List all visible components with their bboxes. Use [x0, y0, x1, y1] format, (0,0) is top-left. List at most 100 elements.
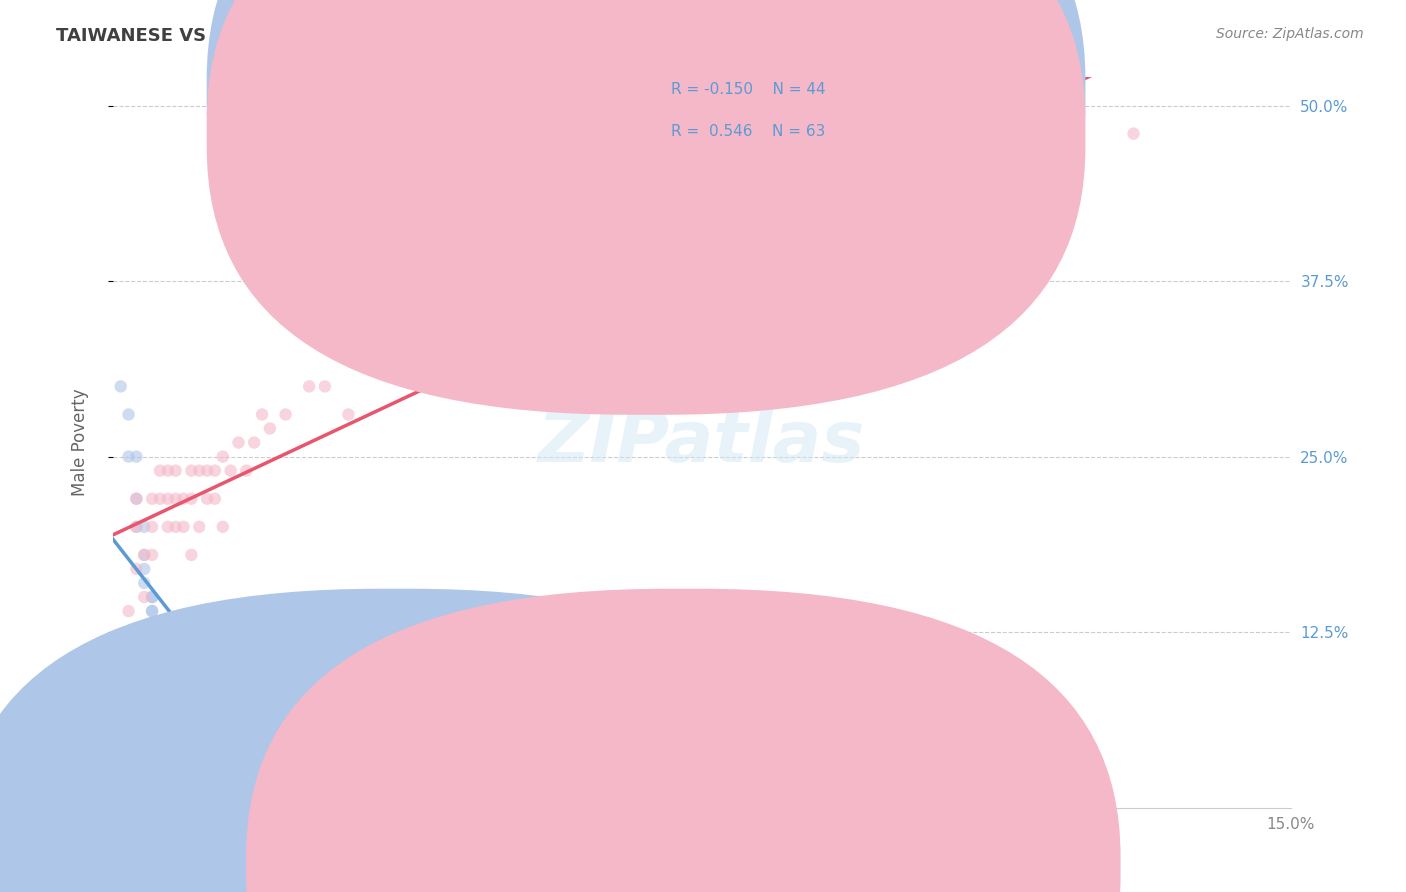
Point [141, 618, 163, 632]
Point [156, 646, 179, 660]
Point [149, 632, 172, 647]
Point [572, 309, 595, 323]
Point [173, 660, 195, 674]
Point [188, 689, 211, 703]
Point [149, 618, 172, 632]
Point [533, 309, 555, 323]
Point [117, 408, 139, 422]
Point [149, 464, 172, 478]
Point [228, 716, 250, 731]
Point [259, 731, 281, 745]
Point [204, 464, 226, 478]
Point [195, 689, 218, 703]
Point [110, 689, 132, 703]
Point [211, 716, 233, 731]
Point [377, 772, 399, 787]
Point [117, 450, 139, 464]
Point [204, 491, 226, 506]
Point [416, 787, 439, 801]
Point [165, 464, 187, 478]
Y-axis label: Male Poverty: Male Poverty [72, 389, 89, 496]
Point [298, 744, 321, 758]
Point [110, 379, 132, 393]
Point [149, 618, 172, 632]
Point [134, 548, 156, 562]
Point [165, 520, 187, 534]
Point [1043, 169, 1066, 183]
Point [1122, 127, 1144, 141]
Point [966, 154, 988, 169]
Text: Source: ZipAtlas.com: Source: ZipAtlas.com [1216, 27, 1364, 41]
Text: R =  0.546    N = 63: R = 0.546 N = 63 [671, 124, 825, 138]
Point [180, 674, 202, 689]
Point [180, 674, 202, 689]
Point [204, 702, 226, 716]
Point [125, 562, 148, 576]
Point [156, 520, 179, 534]
Point [377, 351, 399, 366]
Point [219, 716, 242, 731]
Point [173, 520, 195, 534]
Point [533, 239, 555, 253]
Point [165, 646, 187, 660]
Point [211, 520, 233, 534]
Point [180, 491, 202, 506]
Point [235, 464, 257, 478]
Text: ZIPatlas: ZIPatlas [538, 408, 866, 477]
Point [274, 408, 297, 422]
Point [337, 758, 360, 772]
Point [494, 323, 516, 337]
Point [165, 491, 187, 506]
Point [259, 421, 281, 435]
Point [134, 590, 156, 604]
Point [533, 197, 555, 211]
Point [572, 787, 595, 801]
Point [156, 464, 179, 478]
Point [250, 408, 273, 422]
Point [456, 351, 478, 366]
Point [337, 408, 360, 422]
Point [173, 491, 195, 506]
Text: Taiwanese: Taiwanese [453, 858, 531, 872]
Point [180, 548, 202, 562]
Point [188, 464, 211, 478]
Point [134, 520, 156, 534]
Point [156, 632, 179, 647]
Point [298, 379, 321, 393]
Point [195, 491, 218, 506]
Point [156, 491, 179, 506]
Point [612, 211, 634, 225]
Point [149, 491, 172, 506]
Point [125, 450, 148, 464]
Text: TAIWANESE VS IMMIGRANTS FROM ERITREA MALE POVERTY CORRELATION CHART: TAIWANESE VS IMMIGRANTS FROM ERITREA MAL… [56, 27, 883, 45]
Point [125, 491, 148, 506]
Point [117, 604, 139, 618]
Point [117, 660, 139, 674]
Point [314, 379, 336, 393]
Point [165, 646, 187, 660]
Point [887, 183, 910, 197]
Point [211, 450, 233, 464]
Point [125, 520, 148, 534]
Point [808, 211, 831, 225]
Point [141, 491, 163, 506]
Point [134, 576, 156, 591]
Point [612, 295, 634, 310]
Point [165, 660, 187, 674]
Point [141, 520, 163, 534]
Point [156, 632, 179, 647]
Point [125, 491, 148, 506]
Point [188, 520, 211, 534]
Point [416, 379, 439, 393]
Point [235, 731, 257, 745]
Point [141, 604, 163, 618]
Point [188, 674, 211, 689]
Point [141, 604, 163, 618]
Text: R = -0.150    N = 44: R = -0.150 N = 44 [671, 82, 825, 96]
Point [180, 464, 202, 478]
Point [125, 520, 148, 534]
Point [228, 435, 250, 450]
Point [134, 562, 156, 576]
Point [141, 548, 163, 562]
Point [173, 660, 195, 674]
